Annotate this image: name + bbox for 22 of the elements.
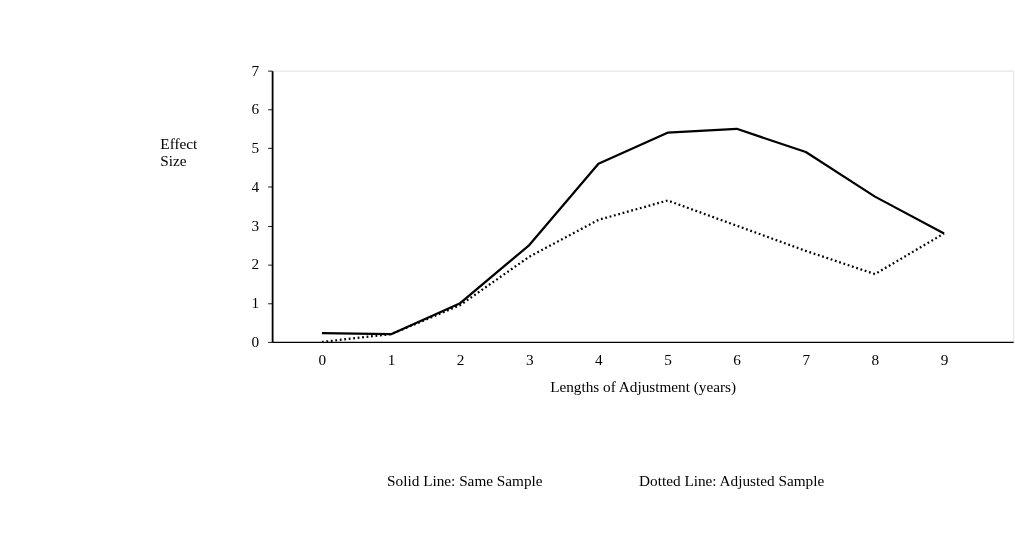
x-tick-label: 6 xyxy=(733,350,742,368)
y-axis-title: Effect Size xyxy=(160,134,199,169)
x-tick-label: 3 xyxy=(525,350,534,368)
x-tick-label: 1 xyxy=(387,350,396,368)
text: Dotted Line: Adjusted Sample xyxy=(639,471,825,489)
x-axis-title: Lengths of Adjustment (years) xyxy=(550,377,737,396)
y-tick-label: 1 xyxy=(251,294,260,312)
x-tick-label: 4 xyxy=(595,350,604,368)
y-tick-label: 0 xyxy=(251,332,260,350)
y-tick-label: 6 xyxy=(251,100,260,118)
text: Solid Line: Same Sample xyxy=(387,471,543,489)
y-tick-label: 3 xyxy=(251,216,260,234)
y-tick-label: 5 xyxy=(251,139,260,157)
x-tick-label: 7 xyxy=(802,350,811,368)
x-tick-label: 5 xyxy=(664,350,673,368)
x-tick-label: 9 xyxy=(940,350,949,368)
x-tick-label: 0 xyxy=(318,350,327,368)
y-tick-label: 2 xyxy=(251,255,260,273)
x-tick-label: 2 xyxy=(456,350,465,368)
y-tick-label: 7 xyxy=(251,61,260,79)
x-tick-label: 8 xyxy=(871,350,880,368)
y-tick-label: 4 xyxy=(251,177,260,195)
